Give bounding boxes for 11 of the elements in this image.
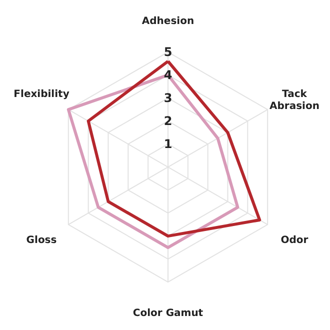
y-tick-label: 5 <box>164 45 172 60</box>
y-tick-label: 4 <box>164 68 172 82</box>
spoke-label: Odor <box>280 235 308 246</box>
y-tick-label: 1 <box>164 137 172 152</box>
spoke-label: Gloss <box>26 235 57 246</box>
y-tick-label: 3 <box>164 91 172 106</box>
spoke-label: Color Gamut <box>132 308 204 320</box>
spoke-label: Flexibility <box>14 89 70 100</box>
y-tick-label: 2 <box>164 114 172 128</box>
spoke-label: Adhesion <box>142 16 194 28</box>
spoke-label: Tack Abrasion <box>269 89 320 112</box>
